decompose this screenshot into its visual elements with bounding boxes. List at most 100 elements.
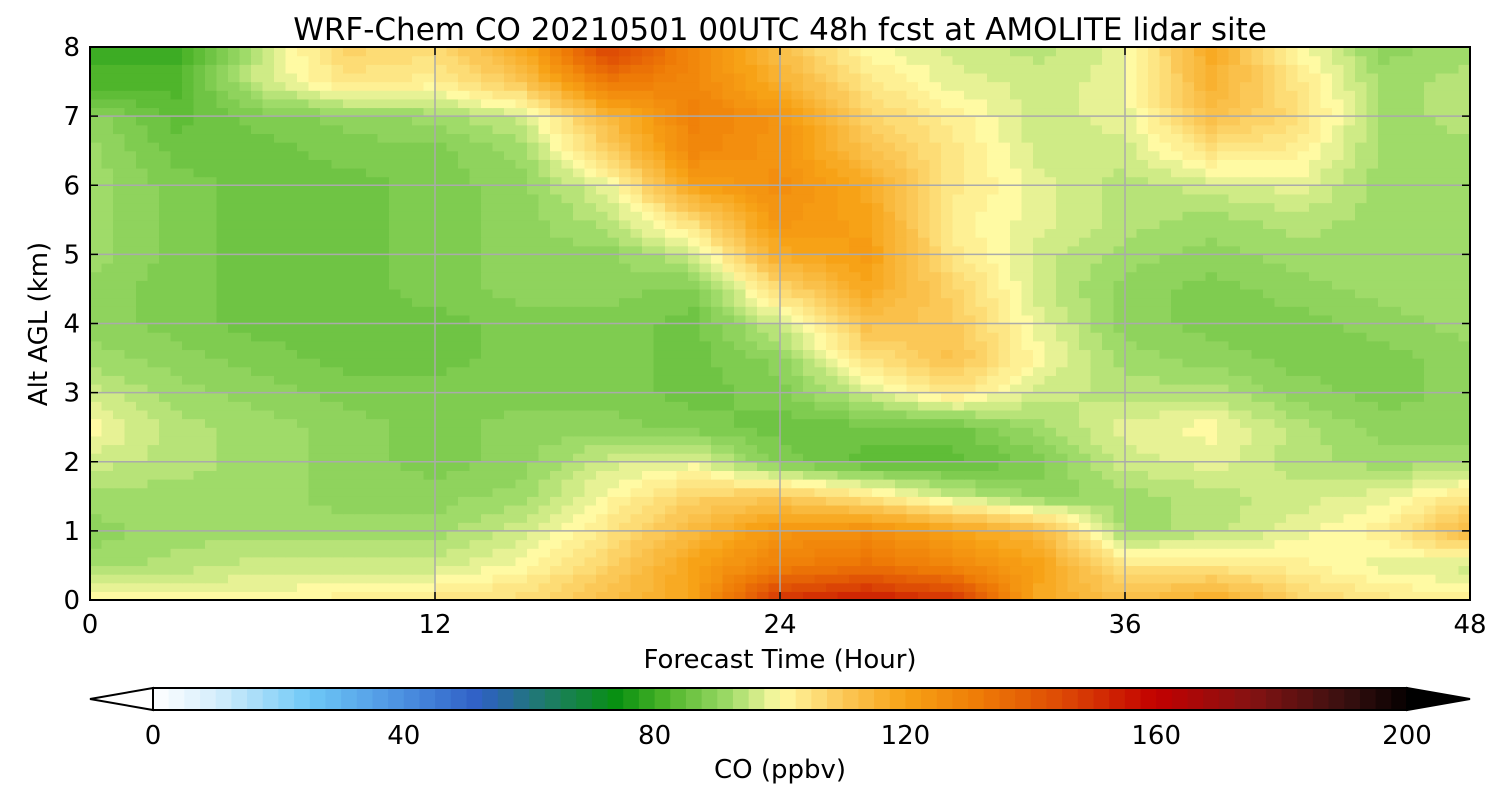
heatmap-cell (205, 314, 218, 325)
heatmap-cell (492, 254, 505, 264)
heatmap-cell (1458, 565, 1470, 575)
heatmap-cell (354, 530, 367, 541)
heatmap-cell (1320, 556, 1333, 567)
heatmap-cell (147, 409, 160, 420)
heatmap-cell (90, 479, 103, 489)
heatmap-cell (1355, 271, 1368, 281)
heatmap-cell (860, 565, 873, 575)
heatmap-cell (228, 470, 241, 480)
heatmap-cell (274, 435, 287, 446)
heatmap-cell (1366, 401, 1379, 411)
heatmap-cell (515, 522, 528, 532)
heatmap-cell (331, 280, 344, 290)
heatmap-cell (964, 479, 977, 489)
heatmap-cell (1067, 539, 1080, 549)
heatmap-cell (1309, 453, 1322, 463)
heatmap-cell (584, 444, 597, 454)
heatmap-cell (400, 332, 413, 342)
heatmap-cell (619, 574, 632, 584)
heatmap-cell (872, 582, 885, 592)
heatmap-cell (412, 323, 425, 333)
heatmap-cell (872, 418, 885, 428)
heatmap-cell (573, 504, 586, 515)
heatmap-cell (182, 427, 195, 437)
heatmap-cell (607, 340, 620, 351)
heatmap-cell (182, 297, 195, 307)
heatmap-cell (377, 444, 390, 454)
heatmap-cell (1401, 297, 1414, 307)
heatmap-cell (814, 548, 827, 558)
heatmap-cell (872, 263, 885, 273)
heatmap-cell (1182, 591, 1195, 600)
heatmap-cell (412, 314, 425, 325)
heatmap-cell (584, 461, 597, 471)
heatmap-cell (1090, 574, 1103, 584)
heatmap-cell (90, 504, 103, 515)
heatmap-cell (550, 565, 563, 575)
heatmap-cell (159, 375, 172, 385)
heatmap-cell (412, 375, 425, 385)
heatmap-cell (1412, 288, 1425, 299)
heatmap-cell (435, 349, 448, 359)
heatmap-cell (193, 271, 206, 281)
heatmap-cell (975, 314, 988, 325)
heatmap-cell (757, 444, 770, 454)
heatmap-cell (711, 522, 724, 532)
heatmap-cell (895, 496, 908, 506)
heatmap-cell (377, 582, 390, 592)
heatmap-cell (1067, 263, 1080, 273)
heatmap-cell (170, 565, 183, 575)
heatmap-cell (998, 496, 1011, 506)
heatmap-cell (389, 409, 402, 420)
heatmap-cell (642, 340, 655, 351)
heatmap-cell (262, 530, 275, 541)
heatmap-cell (1090, 444, 1103, 454)
heatmap-cell (113, 522, 126, 532)
heatmap-cell (734, 470, 747, 480)
heatmap-cell (607, 479, 620, 489)
heatmap-cell (1355, 340, 1368, 351)
heatmap-cell (952, 453, 965, 463)
heatmap-cell (1067, 409, 1080, 420)
heatmap-cell (860, 530, 873, 541)
heatmap-cell (1079, 332, 1092, 342)
heatmap-cell (814, 453, 827, 463)
heatmap-cell (354, 453, 367, 463)
heatmap-cell (1125, 314, 1138, 325)
heatmap-cell (1447, 366, 1460, 376)
heatmap-cell (343, 340, 356, 351)
heatmap-cell (481, 401, 494, 411)
heatmap-cell (883, 409, 896, 420)
heatmap-cell (159, 383, 172, 394)
heatmap-cell (929, 245, 942, 255)
heatmap-cell (975, 487, 988, 497)
heatmap-cell (596, 237, 609, 247)
heatmap-cell (1136, 297, 1149, 307)
heatmap-cell (653, 375, 666, 385)
heatmap-cell (941, 392, 954, 402)
heatmap-cell (1378, 487, 1391, 497)
heatmap-cell (1182, 522, 1195, 532)
heatmap-cell (1090, 513, 1103, 523)
heatmap-cell (1067, 522, 1080, 532)
heatmap-cell (1148, 401, 1161, 411)
heatmap-cell (389, 504, 402, 515)
heatmap-cell (446, 461, 459, 471)
heatmap-cell (1447, 556, 1460, 567)
heatmap-cell (837, 444, 850, 454)
heatmap-cell (159, 574, 172, 584)
heatmap-cell (389, 496, 402, 506)
heatmap-cell (895, 530, 908, 541)
heatmap-cell (228, 323, 241, 333)
heatmap-cell (1424, 574, 1437, 584)
heatmap-cell (918, 504, 931, 515)
heatmap-cell (101, 271, 114, 281)
heatmap-cell (803, 280, 816, 290)
heatmap-cell (1205, 461, 1218, 471)
heatmap-cell (170, 496, 183, 506)
heatmap-cell (1447, 314, 1460, 325)
heatmap-cell (849, 392, 862, 402)
heatmap-cell (561, 306, 574, 316)
heatmap-cell (159, 461, 172, 471)
heatmap-cell (1297, 548, 1310, 558)
